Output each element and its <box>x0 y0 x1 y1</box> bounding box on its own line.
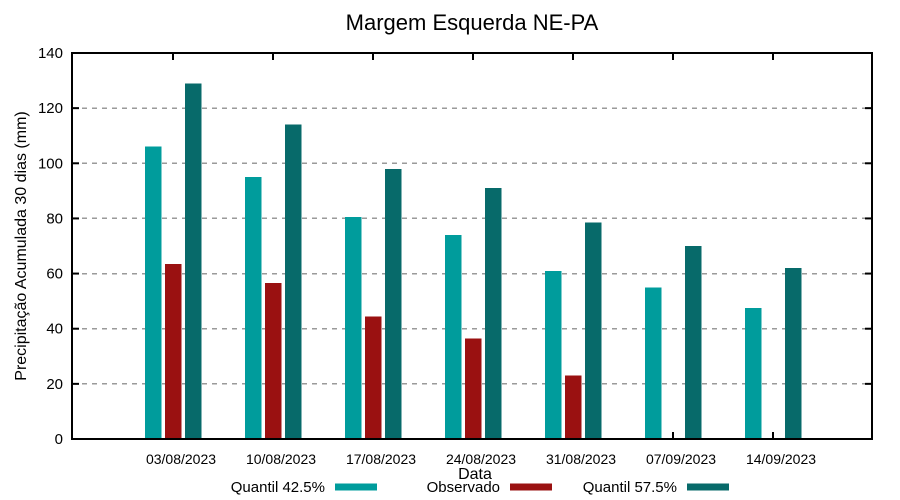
legend-label-2: Observado <box>427 479 500 496</box>
bar-series1-17-08-2023 <box>344 217 362 439</box>
x-tick-label: 03/08/2023 <box>146 451 216 467</box>
bar-series1-10-08-2023 <box>244 177 262 440</box>
legend-swatch-1 <box>335 483 377 491</box>
x-tick-labels: 03/08/2023 10/08/2023 17/08/2023 24/08/2023… <box>146 451 816 467</box>
chart-title: Margem Esquerda NE-PA <box>346 10 599 35</box>
legend-swatch-3 <box>687 483 729 491</box>
bar-series2-31-08-2023 <box>564 375 582 439</box>
bar-series1-07-09-2023 <box>644 287 662 439</box>
y-tick-label: 140 <box>38 45 63 62</box>
x-tick-label: 17/08/2023 <box>346 451 416 467</box>
bar-series3-03-08-2023 <box>184 83 202 439</box>
bar-series3-24-08-2023 <box>484 188 502 439</box>
legend-swatch-2 <box>510 483 552 491</box>
bar-series2-17-08-2023 <box>364 316 382 439</box>
bar-series2-24-08-2023 <box>464 338 482 439</box>
bar-series3-10-08-2023 <box>284 124 302 439</box>
y-tick-label: 100 <box>38 155 63 172</box>
bar-series2-03-08-2023 <box>164 263 182 439</box>
bar-series1-24-08-2023 <box>444 234 462 439</box>
x-tick-label: 31/08/2023 <box>546 451 616 467</box>
y-tick-label: 80 <box>46 210 63 227</box>
legend: Quantil 42.5% Observado Quantil 57.5% <box>231 479 729 496</box>
x-tick-label: 10/08/2023 <box>246 451 316 467</box>
y-tick-label: 60 <box>46 266 63 283</box>
x-tick-label: 24/08/2023 <box>446 451 516 467</box>
y-tick-label: 20 <box>46 376 63 393</box>
bar-series1-14-09-2023 <box>744 308 762 439</box>
y-axis-label: Precipitação Acumulada 30 dias (mm) <box>13 111 30 380</box>
bar-series3-31-08-2023 <box>584 222 602 439</box>
legend-label-3: Quantil 57.5% <box>583 479 677 496</box>
y-tick-label: 0 <box>55 431 63 448</box>
bar-series1-31-08-2023 <box>544 270 562 439</box>
x-tick-label: 07/09/2023 <box>646 451 716 467</box>
y-tick-labels: 0 20 40 60 80 100 120 140 <box>38 45 63 448</box>
bar-series1-03-08-2023 <box>144 146 162 439</box>
bar-groups <box>144 83 802 440</box>
bar-series2-10-08-2023 <box>264 283 282 439</box>
bar-series3-07-09-2023 <box>684 246 702 439</box>
y-tick-label: 40 <box>46 321 63 338</box>
plot-border <box>71 52 873 440</box>
bar-series3-14-09-2023 <box>784 268 802 439</box>
x-axis-label: Data <box>458 466 492 483</box>
bar-series3-17-08-2023 <box>384 168 402 440</box>
y-tick-label: 120 <box>38 100 63 117</box>
legend-label-1: Quantil 42.5% <box>231 479 325 496</box>
x-tick-label: 14/09/2023 <box>746 451 816 467</box>
